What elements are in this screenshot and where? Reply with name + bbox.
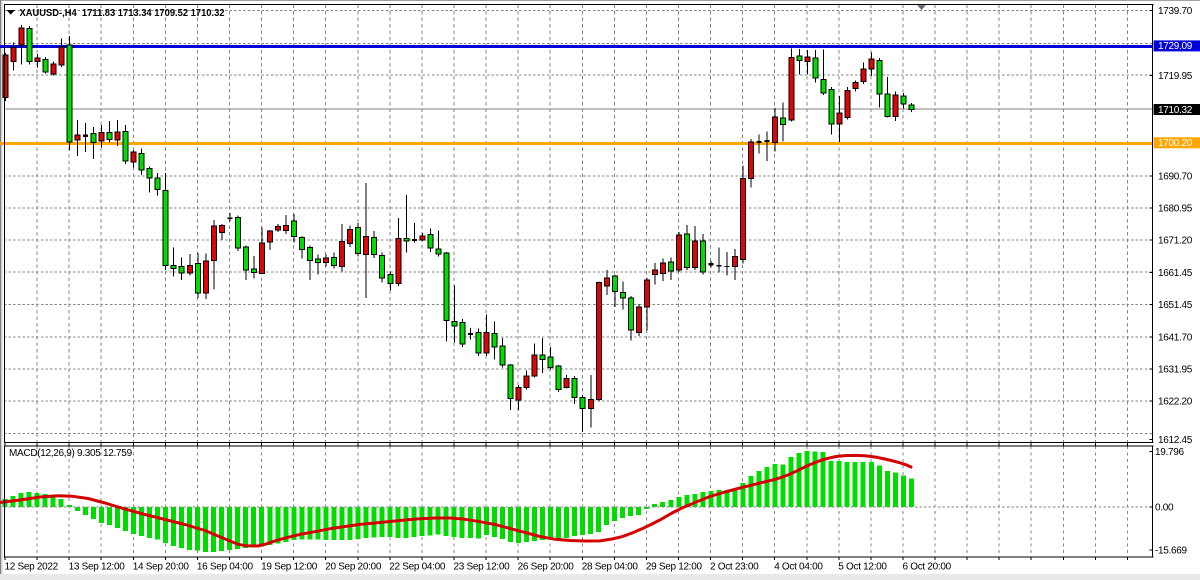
svg-text:4 Oct 04:00: 4 Oct 04:00: [774, 562, 823, 573]
svg-text:-15.669: -15.669: [1155, 545, 1188, 556]
svg-text:20 Sep 20:00: 20 Sep 20:00: [325, 562, 382, 573]
svg-text:6 Oct 20:00: 6 Oct 20:00: [903, 562, 952, 573]
svg-text:2 Oct 23:00: 2 Oct 23:00: [710, 562, 759, 573]
svg-text:1700.20: 1700.20: [1158, 138, 1193, 149]
svg-text:0.00: 0.00: [1155, 502, 1174, 513]
svg-text:1651.45: 1651.45: [1158, 300, 1193, 311]
svg-text:1719.95: 1719.95: [1158, 71, 1193, 82]
svg-text:14 Sep 20:00: 14 Sep 20:00: [133, 562, 190, 573]
svg-text:16 Sep 04:00: 16 Sep 04:00: [197, 562, 254, 573]
svg-text:23 Sep 12:00: 23 Sep 12:00: [454, 562, 511, 573]
svg-text:1680.95: 1680.95: [1158, 204, 1193, 215]
svg-text:MACD(12,26,9) 9.305 12.759: MACD(12,26,9) 9.305 12.759: [9, 448, 133, 459]
svg-text:5 Oct 12:00: 5 Oct 12:00: [838, 562, 887, 573]
svg-text:1641.70: 1641.70: [1158, 333, 1193, 344]
svg-text:1739.70: 1739.70: [1158, 6, 1193, 17]
svg-text:19 Sep 12:00: 19 Sep 12:00: [261, 562, 318, 573]
svg-text:12 Sep 2022: 12 Sep 2022: [5, 562, 59, 573]
svg-text:1631.95: 1631.95: [1158, 365, 1193, 376]
svg-text:1622.20: 1622.20: [1158, 397, 1193, 408]
svg-text:28 Sep 04:00: 28 Sep 04:00: [582, 562, 639, 573]
svg-text:1671.20: 1671.20: [1158, 236, 1193, 247]
svg-text:29 Sep 12:00: 29 Sep 12:00: [646, 562, 703, 573]
svg-text:1710.32: 1710.32: [1158, 105, 1193, 116]
svg-text:1690.70: 1690.70: [1158, 172, 1193, 183]
svg-text:19.796: 19.796: [1155, 447, 1185, 458]
svg-text:1729.09: 1729.09: [1158, 41, 1193, 52]
svg-text:XAUUSD-,H4 1711.83 1713.34 17: XAUUSD-,H4 1711.83 1713.34 1709.52 1710.…: [20, 7, 225, 19]
svg-text:1612.45: 1612.45: [1158, 435, 1193, 446]
svg-text:26 Sep 20:00: 26 Sep 20:00: [518, 562, 575, 573]
svg-text:13 Sep 12:00: 13 Sep 12:00: [69, 562, 126, 573]
svg-text:1661.45: 1661.45: [1158, 268, 1193, 279]
svg-text:22 Sep 04:00: 22 Sep 04:00: [389, 562, 446, 573]
